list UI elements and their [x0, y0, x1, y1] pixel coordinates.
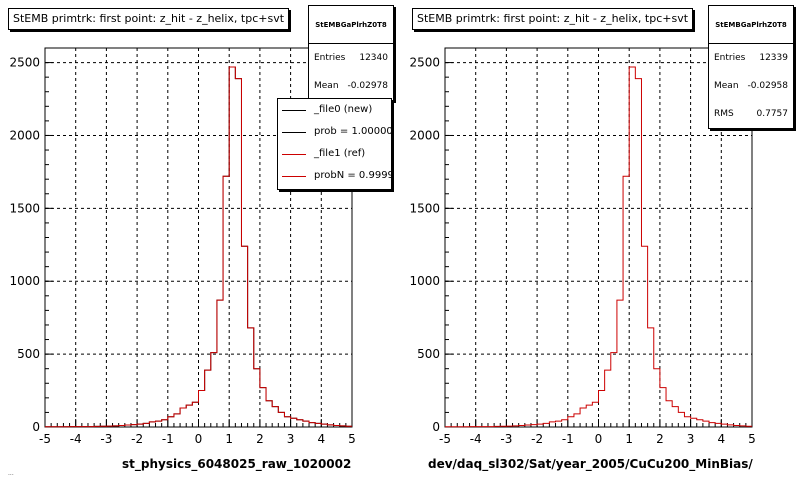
x-tick-label: 3	[687, 432, 695, 446]
y-tick-label: 1500	[409, 201, 440, 215]
y-tick-label: 2500	[9, 56, 40, 70]
stats-label: Entries	[314, 53, 346, 63]
y-tick-label: 500	[417, 347, 440, 361]
right-x-axis-title: dev/daq_sl302/Sat/year_2005/CuCu200_MinB…	[428, 457, 753, 471]
stats-value: 12340	[359, 53, 388, 63]
legend-entry: prob = 1.000000	[278, 121, 391, 143]
x-tick-label: 3	[287, 432, 295, 446]
x-tick-label: 2	[256, 432, 264, 446]
x-tick-label: 4	[317, 432, 325, 446]
legend-line-swatch	[282, 110, 306, 111]
legend-label: _file1 (ref)	[314, 148, 366, 159]
histogram-series-1	[45, 66, 352, 428]
legend-entry: _file1 (ref)	[278, 143, 391, 165]
y-tick-label: 0	[432, 420, 440, 434]
left-stats-name: StEMBGaPlrhZ0T8	[309, 6, 393, 44]
x-tick-label: -4	[70, 432, 82, 446]
right-stats-rms-row: RMS 0.7757	[709, 100, 793, 128]
stats-label: RMS	[714, 109, 734, 119]
histogram-series-0	[445, 66, 752, 428]
y-tick-label: 1500	[9, 201, 40, 215]
x-tick-label: -1	[162, 432, 174, 446]
right-histogram-chart: -5 -4 -3 -2 -1 0 1 2 3 4 5 0 500 1000 1500 2000 2500	[409, 47, 756, 446]
left-stats-entries-row: Entries 12340	[309, 44, 393, 72]
legend-entry: _file0 (new)	[278, 99, 391, 121]
x-tick-label: -2	[131, 432, 143, 446]
x-tick-label: -3	[100, 432, 112, 446]
stats-value: 0.7757	[756, 109, 789, 119]
legend-entry: probN = 0.999989	[278, 165, 391, 187]
legend-label: probN = 0.999989	[314, 170, 391, 181]
footer-note: ...	[8, 470, 14, 477]
x-tick-label: -5	[39, 432, 51, 446]
y-tick-label: 500	[17, 347, 40, 361]
y-tick-label: 0	[32, 420, 40, 434]
right-stats-box: StEMBGaPlrhZ0T8 Entries 12339 Mean -0.02…	[708, 5, 794, 129]
legend-label: prob = 1.000000	[314, 126, 392, 137]
x-tick-label: -3	[500, 432, 512, 446]
legend-label: _file0 (new)	[314, 104, 373, 115]
x-tick-label: 1	[625, 432, 633, 446]
x-tick-label: 2	[656, 432, 664, 446]
x-tick-label: 1	[225, 432, 233, 446]
y-tick-label: 2000	[409, 128, 440, 142]
stats-label: Mean	[314, 81, 339, 91]
x-tick-label: 5	[348, 432, 356, 446]
left-stats-mean-row: Mean -0.02978	[309, 72, 393, 100]
x-tick-label: -2	[531, 432, 543, 446]
left-stats-box: StEMBGaPlrhZ0T8 Entries 12340 Mean -0.02…	[308, 5, 394, 101]
y-tick-label: 2500	[409, 56, 440, 70]
right-histogram-title: StEMB primtrk: first point: z_hit - z_he…	[412, 8, 694, 30]
x-tick-label: 0	[595, 432, 603, 446]
x-tick-label: -5	[439, 432, 451, 446]
stats-value: 12339	[759, 53, 788, 63]
left-histogram-title: StEMB primtrk: first point: z_hit - z_he…	[8, 8, 290, 30]
left-legend: _file0 (new) prob = 1.000000 _file1 (ref…	[277, 98, 392, 190]
x-tick-label: -1	[562, 432, 574, 446]
legend-line-swatch	[282, 132, 306, 133]
right-stats-mean-row: Mean -0.02958	[709, 72, 793, 100]
left-x-axis-title: st_physics_6048025_raw_1020002	[122, 457, 352, 471]
x-tick-label: 4	[717, 432, 725, 446]
stats-label: Mean	[714, 81, 739, 91]
y-tick-label: 1000	[409, 274, 440, 288]
stats-label: Entries	[714, 53, 746, 63]
x-tick-label: 5	[748, 432, 756, 446]
right-panel: -5 -4 -3 -2 -1 0 1 2 3 4 5 0 500 1000 1500 2000 2500 StE…	[400, 0, 800, 480]
x-tick-label: -4	[470, 432, 482, 446]
y-tick-label: 2000	[9, 128, 40, 142]
legend-line-swatch	[282, 154, 306, 155]
legend-line-swatch	[282, 176, 306, 177]
x-tick-label: 0	[195, 432, 203, 446]
y-tick-label: 1000	[9, 274, 40, 288]
stats-value: -0.02958	[747, 81, 788, 91]
left-histogram-chart: -5 -4 -3 -2 -1 0 1 2 3 4 5 0 500 1000 1500 2000 2500	[9, 47, 356, 446]
left-panel: -5 -4 -3 -2 -1 0 1 2 3 4 5 0 500 1000 1500 2000 2500 StE…	[8, 5, 394, 471]
right-stats-name: StEMBGaPlrhZ0T8	[709, 6, 793, 44]
right-stats-entries-row: Entries 12339	[709, 44, 793, 72]
stats-value: -0.02978	[347, 81, 388, 91]
